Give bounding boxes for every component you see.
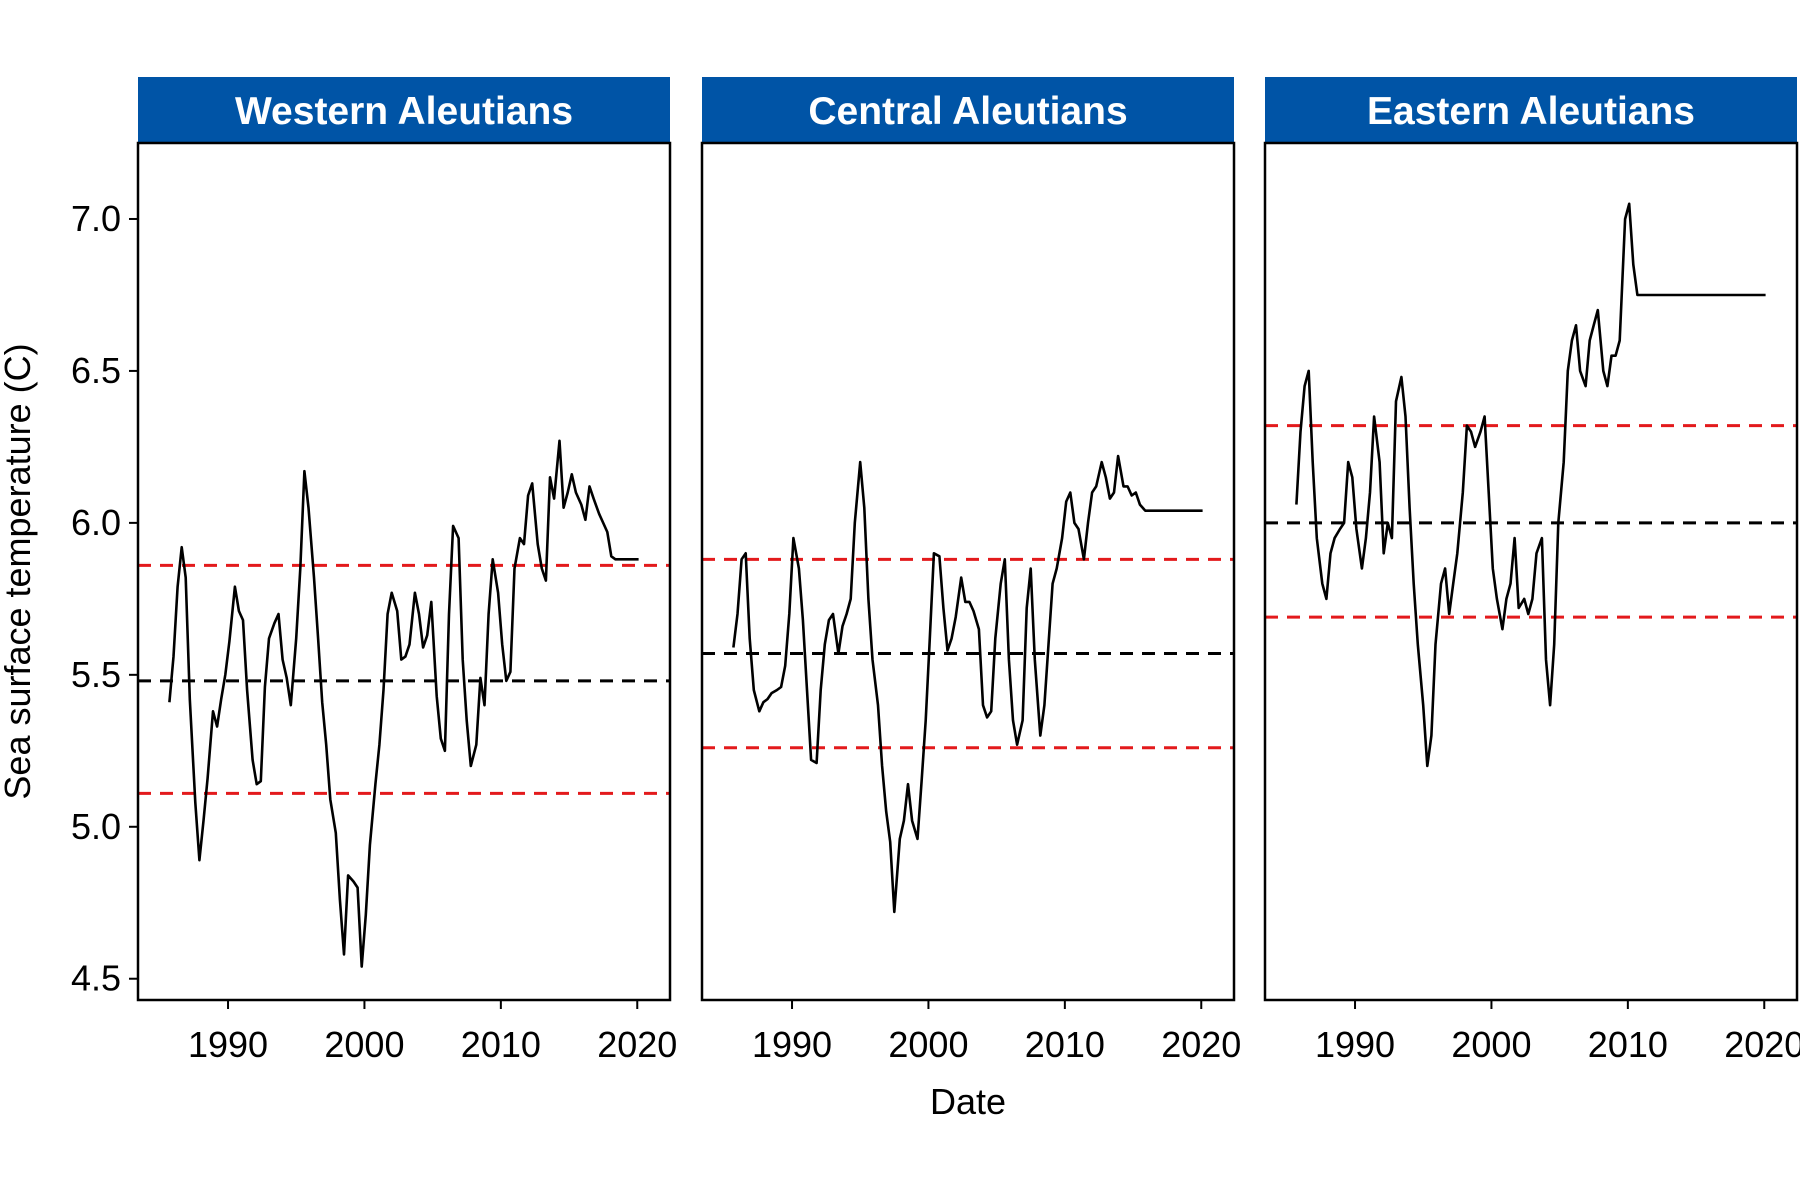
- panels: Western Aleutians 1990 2000 2010 2020 4.5 5.0 5…: [71, 77, 1800, 1065]
- plot-area: [1265, 202, 1797, 768]
- x-tick-label: 2020: [1161, 1024, 1241, 1065]
- y-tick-label: 5.0: [71, 806, 121, 847]
- plot-area: [702, 454, 1234, 914]
- panel-2: Central Aleutians 1990 2000 2010 2020: [700, 77, 1241, 1065]
- y-tick-label: 5.5: [71, 654, 121, 695]
- facet-title: Western Aleutians: [235, 90, 573, 133]
- facet-title: Central Aleutians: [808, 90, 1127, 133]
- panel-border: [136, 141, 672, 1002]
- panel-1: Western Aleutians 1990 2000 2010 2020 4.5 5.0 5…: [71, 77, 677, 1065]
- plot-area: [138, 439, 670, 968]
- x-tick-label: 2020: [1724, 1024, 1800, 1065]
- y-tick-label: 7.0: [71, 198, 121, 239]
- x-axis-title: Date: [930, 1081, 1006, 1122]
- x-tick-label: 2010: [1588, 1024, 1668, 1065]
- facet-strip: [702, 77, 1234, 143]
- y-tick-label: 6.5: [71, 350, 121, 391]
- panel-border: [700, 141, 1236, 1002]
- x-tick-label: 1990: [1315, 1024, 1395, 1065]
- sst-series-line: [732, 454, 1203, 914]
- x-tick-label: 2000: [888, 1024, 968, 1065]
- sst-series-line: [1295, 202, 1766, 768]
- facet-strip: [138, 77, 670, 143]
- axes: Sea surface temperature (C) Date: [0, 343, 1006, 1122]
- y-tick-label: 4.5: [71, 958, 121, 999]
- x-tick-label: 1990: [752, 1024, 832, 1065]
- x-tick-label: 2000: [324, 1024, 404, 1065]
- y-axis-title: Sea surface temperature (C): [0, 343, 38, 799]
- x-tick-label: 2020: [597, 1024, 677, 1065]
- y-tick-label: 6.0: [71, 502, 121, 543]
- sst-series-line: [168, 439, 639, 968]
- panel-border: [1263, 141, 1799, 1002]
- facet-title: Eastern Aleutians: [1367, 90, 1695, 133]
- x-tick-label: 2010: [1025, 1024, 1105, 1065]
- x-tick-label: 2010: [461, 1024, 541, 1065]
- facet-strip: [1265, 77, 1797, 143]
- x-tick-label: 2000: [1451, 1024, 1531, 1065]
- panel-3: Eastern Aleutians 1990 2000 2010 2020: [1263, 77, 1800, 1065]
- x-tick-label: 1990: [188, 1024, 268, 1065]
